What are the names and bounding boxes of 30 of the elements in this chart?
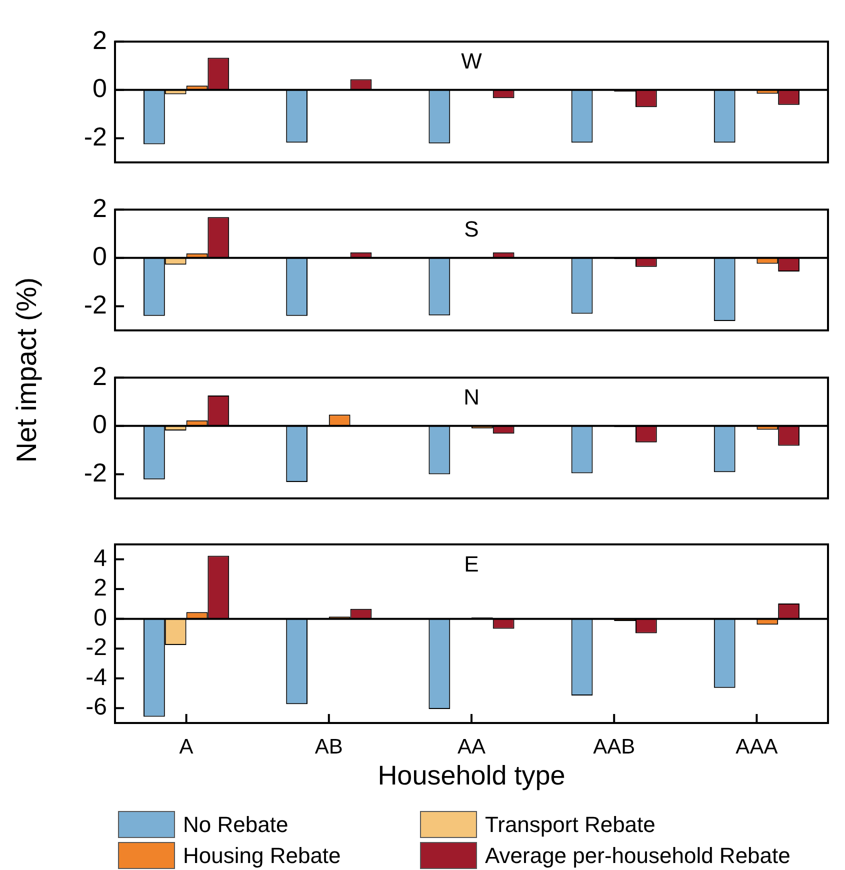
- chart-title: E: [464, 551, 479, 576]
- y-tick-label: 0: [92, 409, 107, 440]
- legend-label: Housing Rebate: [183, 842, 341, 868]
- y-tick-label: -2: [84, 289, 107, 320]
- y-tick-label: -2: [84, 121, 107, 152]
- x-tick-label: AB: [314, 735, 343, 758]
- x-tick-label: AAA: [736, 735, 778, 758]
- y-tick-label: 4: [94, 544, 107, 572]
- y-tick-label: -2: [86, 634, 107, 662]
- y-axis-title: Net impact (%): [11, 277, 43, 463]
- x-tick-label: AA: [457, 735, 486, 758]
- legend-label: Transport Rebate: [485, 812, 656, 838]
- y-tick-label: -4: [86, 664, 107, 691]
- y-tick-label: 2: [92, 192, 107, 223]
- legend-label: No Rebate: [183, 812, 288, 838]
- y-tick-label: 2: [94, 574, 107, 602]
- chart-title: N: [464, 384, 480, 410]
- legend-label: Average per-household Rebate: [485, 842, 790, 868]
- y-tick-label: 0: [92, 241, 107, 272]
- y-tick-label: 0: [94, 604, 107, 632]
- chart-title: S: [464, 216, 479, 242]
- x-tick-label: AAB: [593, 735, 636, 758]
- y-tick-label: -6: [86, 694, 107, 721]
- y-tick-label: 2: [92, 24, 107, 55]
- x-axis-title: Household type: [378, 760, 566, 790]
- x-tick-label: A: [179, 735, 194, 758]
- y-tick-label: 2: [92, 360, 107, 391]
- chart-title: W: [461, 48, 482, 74]
- y-tick-label: 0: [92, 73, 107, 104]
- y-tick-label: -2: [84, 457, 107, 488]
